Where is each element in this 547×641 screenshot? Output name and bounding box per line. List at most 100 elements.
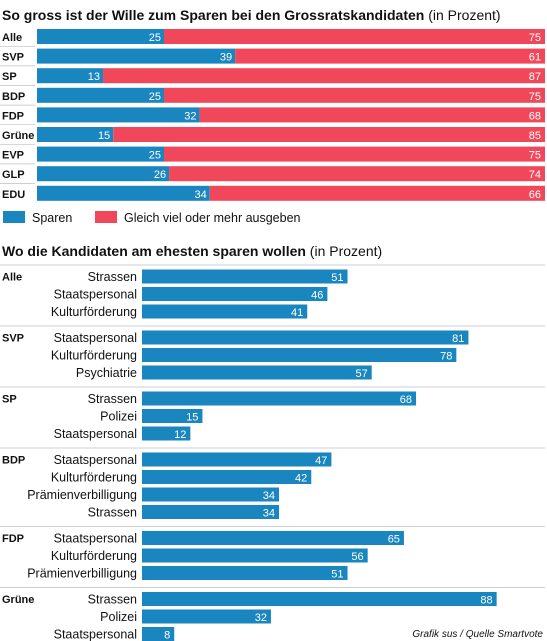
data-label-item: 34 xyxy=(263,508,275,520)
bar-item xyxy=(142,330,469,345)
item-label: Staatspersonal xyxy=(54,288,137,302)
data-label-ausgeben: 85 xyxy=(529,130,541,142)
item-label: Psychiatrie xyxy=(76,366,137,380)
item-label: Prämienverbilligung xyxy=(27,488,137,502)
bar-sparen xyxy=(37,146,164,162)
data-label-sparen: 25 xyxy=(149,150,161,162)
category-label: Alle xyxy=(2,32,22,44)
bar-ausgeben xyxy=(169,166,545,182)
data-label-item: 47 xyxy=(315,455,327,467)
bar-ausgeben xyxy=(164,146,545,162)
data-label-item: 46 xyxy=(311,290,323,302)
legend-swatch-sparen xyxy=(3,211,25,223)
item-label: Kulturförderung xyxy=(51,471,137,485)
bar-sparen xyxy=(37,29,164,44)
bar-item xyxy=(142,426,191,441)
chart1-title: So gross ist der Wille zum Sparen bei de… xyxy=(2,7,501,23)
chart1-title-unit: (in Prozent) xyxy=(424,7,500,23)
data-label-item: 15 xyxy=(186,412,198,424)
bar-item xyxy=(142,269,348,284)
data-label-item: 42 xyxy=(295,473,307,485)
bar-sparen xyxy=(37,127,114,142)
bar-ausgeben xyxy=(199,107,545,123)
data-label-item: 65 xyxy=(388,534,400,546)
category-label: Grüne xyxy=(2,130,34,142)
bar-ausgeben xyxy=(103,68,545,84)
bar-sparen xyxy=(37,107,200,123)
bar-item xyxy=(142,348,457,362)
data-label-sparen: 13 xyxy=(88,71,100,83)
data-label-item: 51 xyxy=(331,272,343,284)
category-label: FDP xyxy=(2,110,24,122)
item-label: Strassen xyxy=(88,593,137,607)
bar-item xyxy=(142,391,417,406)
bar-ausgeben xyxy=(164,29,545,44)
category-label: BDP xyxy=(2,91,25,103)
category-label: SP xyxy=(2,71,17,83)
item-label: Kulturförderung xyxy=(51,349,137,363)
data-label-sparen: 39 xyxy=(220,52,232,64)
bar-item xyxy=(142,548,368,563)
data-label-ausgeben: 75 xyxy=(529,91,541,103)
legend-label-sparen: Sparen xyxy=(32,211,72,225)
bar-ausgeben xyxy=(235,48,545,64)
group-party-label: Grüne xyxy=(2,594,34,606)
bar-item xyxy=(142,287,328,301)
item-label: Prämienverbilligung xyxy=(27,567,137,581)
group-party-label: FDP xyxy=(2,533,24,545)
data-label-sparen: 32 xyxy=(184,110,196,122)
bar-item xyxy=(142,487,280,502)
data-label-sparen: 25 xyxy=(149,91,161,103)
item-label: Strassen xyxy=(88,506,137,520)
data-label-ausgeben: 75 xyxy=(529,150,541,162)
category-label: SVP xyxy=(2,52,24,64)
bar-sparen xyxy=(37,48,236,64)
chart1-title-main: So gross ist der Wille zum Sparen bei de… xyxy=(2,7,424,23)
data-label-ausgeben: 74 xyxy=(529,169,541,181)
bar-sparen xyxy=(37,185,210,201)
data-label-item: 32 xyxy=(255,612,267,624)
group-party-label: Alle xyxy=(2,272,22,284)
bar-ausgeben xyxy=(113,127,545,142)
item-label: Kulturförderung xyxy=(51,305,137,319)
item-label: Kulturförderung xyxy=(51,549,137,563)
bar-item xyxy=(142,627,175,641)
group-party-label: SVP xyxy=(2,333,24,345)
bar-item xyxy=(142,409,203,423)
bar-item xyxy=(142,531,404,545)
item-label: Strassen xyxy=(88,270,137,284)
chart2-title-main: Wo die Kandidaten am ehesten sparen woll… xyxy=(2,243,306,259)
data-label-ausgeben: 87 xyxy=(529,71,541,83)
data-label-sparen: 25 xyxy=(149,32,161,44)
legend-swatch-ausgeben xyxy=(95,211,117,223)
data-label-item: 78 xyxy=(440,351,452,363)
data-label-item: 41 xyxy=(291,307,303,319)
chart2-title-unit: (in Prozent) xyxy=(306,243,382,259)
item-label: Staatspersonal xyxy=(54,532,137,546)
data-label-ausgeben: 75 xyxy=(529,32,541,44)
legend-label-ausgeben: Gleich viel oder mehr ausgeben xyxy=(124,211,301,225)
group-party-label: BDP xyxy=(2,455,25,467)
item-label: Polizei xyxy=(100,610,137,624)
category-label: EVP xyxy=(2,150,24,162)
item-label: Staatspersonal xyxy=(54,628,137,641)
bar-item xyxy=(142,365,372,380)
data-label-item: 12 xyxy=(174,429,186,441)
item-label: Staatspersonal xyxy=(54,427,137,441)
item-label: Strassen xyxy=(88,392,137,406)
data-label-ausgeben: 68 xyxy=(529,110,541,122)
data-label-item: 56 xyxy=(351,551,363,563)
data-label-item: 34 xyxy=(263,490,275,502)
bar-item xyxy=(142,304,308,319)
bar-sparen xyxy=(37,68,104,84)
bar-sparen xyxy=(37,166,170,182)
item-label: Staatspersonal xyxy=(54,331,137,345)
category-label: EDU xyxy=(2,189,25,201)
bar-sparen xyxy=(37,87,164,103)
item-label: Staatspersonal xyxy=(54,453,137,467)
bar-item xyxy=(142,470,312,484)
data-label-item: 88 xyxy=(480,595,492,607)
bar-ausgeben xyxy=(209,185,545,201)
bar-item xyxy=(142,505,280,519)
